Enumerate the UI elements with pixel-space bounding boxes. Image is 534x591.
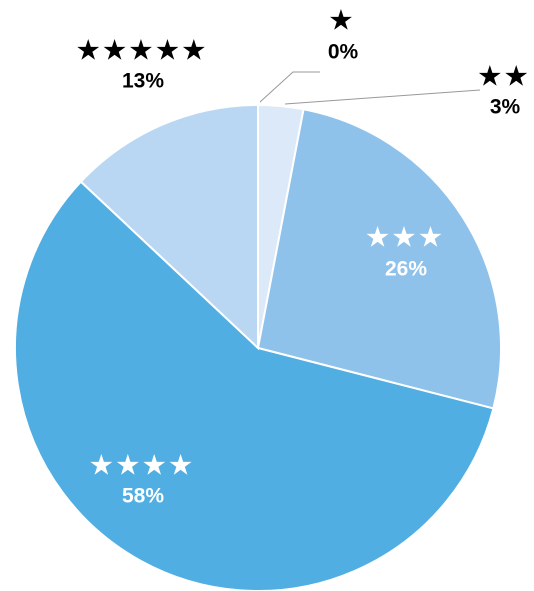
leader-line	[284, 89, 481, 105]
slice-stars: ★★★★	[90, 452, 196, 480]
slice-label: 26%	[385, 258, 427, 281]
pie-slice	[256, 108, 502, 410]
pie-slice	[79, 103, 259, 351]
slice-label: 13%	[122, 70, 164, 93]
slice-stars: ★★	[479, 63, 532, 91]
leader-line	[259, 71, 320, 103]
pie-slice	[14, 180, 495, 591]
slice-stars: ★★★	[366, 224, 445, 252]
slice-label: 58%	[122, 485, 164, 508]
slice-stars: ★★★★★	[77, 37, 209, 65]
slice-stars: ★	[330, 7, 356, 35]
slice-label: 0%	[328, 41, 359, 64]
slice-label: 3%	[490, 96, 521, 119]
